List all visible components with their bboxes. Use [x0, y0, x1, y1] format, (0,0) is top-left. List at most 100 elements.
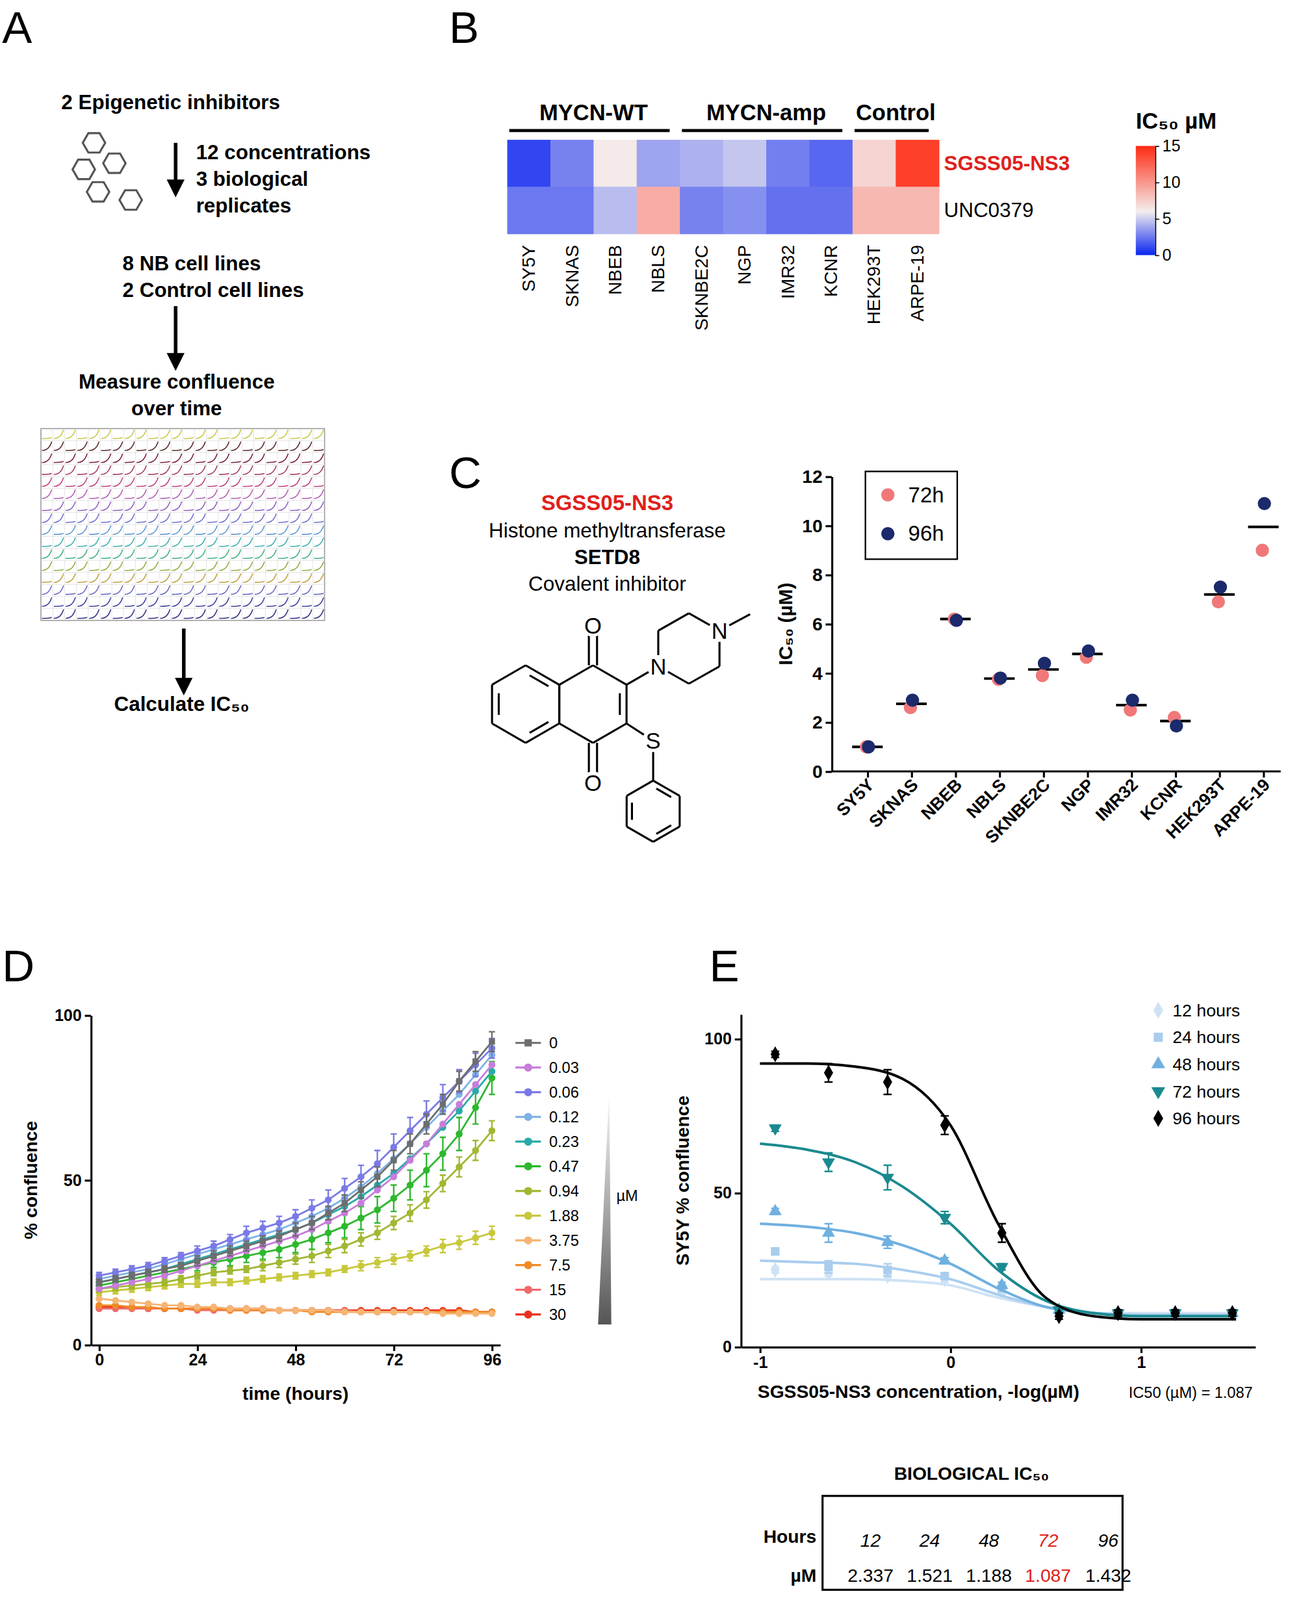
legend-label: 24 hours — [1172, 1027, 1240, 1047]
legend-marker — [523, 1236, 533, 1245]
marker — [95, 1285, 103, 1293]
legend-label: 96h — [908, 521, 945, 546]
tick: SKNAS — [864, 771, 922, 832]
marker — [406, 1308, 414, 1316]
marker — [406, 1140, 414, 1148]
marker — [406, 1156, 414, 1164]
axis: 024681012 — [801, 465, 832, 782]
error-bar — [390, 1254, 397, 1265]
marker — [439, 1180, 447, 1188]
marker — [390, 1255, 398, 1263]
error-bar — [243, 1226, 249, 1240]
legend-label: 72 hours — [1172, 1082, 1240, 1102]
tick-label: 2 — [812, 711, 823, 733]
tick-mark — [911, 771, 914, 778]
marker — [226, 1278, 234, 1287]
dot — [861, 740, 875, 754]
bond — [592, 723, 627, 743]
heatmap-cell — [766, 139, 810, 188]
annotation: IC50 (µM) = 1.087 — [1128, 1384, 1253, 1402]
error-bar — [472, 1051, 479, 1071]
tick-label: SKNBE2C — [981, 774, 1054, 847]
error-bar — [324, 1269, 331, 1276]
marker — [938, 1213, 952, 1226]
bond — [529, 675, 549, 687]
tick-label: 72 — [385, 1350, 404, 1369]
marker — [161, 1257, 169, 1265]
row-label: Hours — [763, 1525, 817, 1547]
marker — [822, 1225, 836, 1237]
marker — [161, 1265, 168, 1272]
table-cell: 12 — [860, 1529, 882, 1551]
error-bar — [374, 1196, 381, 1224]
marker — [423, 1196, 431, 1204]
marker — [439, 1242, 447, 1250]
marker — [488, 1126, 496, 1135]
table-cell: 1.432 — [1085, 1564, 1132, 1586]
thumbnail-trace — [42, 513, 324, 523]
tick-label: 12 — [801, 465, 823, 487]
marker — [341, 1265, 349, 1274]
step-text: 2 Control cell lines — [122, 278, 305, 302]
group-label: Control — [855, 100, 936, 125]
ring — [103, 153, 127, 173]
error-bar — [488, 1061, 495, 1095]
series — [96, 1032, 496, 1287]
series — [759, 1204, 1239, 1318]
marker — [209, 1278, 218, 1287]
legend-marker — [1151, 1087, 1166, 1099]
marker — [111, 1297, 119, 1305]
marker — [226, 1304, 234, 1313]
compound-name: SGSS05-NS3 — [541, 490, 674, 515]
legend-label: 72h — [908, 482, 945, 507]
marker — [275, 1306, 283, 1315]
error-bar — [472, 1140, 479, 1161]
tick: 2 — [812, 711, 832, 733]
bond — [658, 613, 689, 632]
error-bar — [308, 1249, 315, 1263]
marker — [824, 1065, 834, 1081]
error-bar — [390, 1216, 397, 1230]
marker — [357, 1308, 365, 1316]
thumbnail-grid — [40, 439, 325, 441]
marker — [390, 1173, 398, 1181]
marker — [308, 1219, 315, 1226]
bond — [625, 796, 628, 827]
marker — [357, 1308, 365, 1316]
error-bar — [194, 1245, 201, 1256]
bond — [491, 665, 526, 685]
marker — [938, 1252, 952, 1265]
marker — [439, 1101, 446, 1108]
tick-label: 100 — [54, 1006, 82, 1025]
plot-marks — [759, 1046, 1239, 1324]
row-label: UNC0379 — [944, 198, 1034, 222]
marker — [390, 1308, 398, 1316]
legend: 72h 96h — [865, 471, 958, 559]
thumbnail-grid — [40, 547, 325, 549]
step-text: 12 concentrations — [196, 141, 372, 164]
error-bar — [456, 1236, 463, 1250]
tick: NBEB — [916, 771, 966, 824]
table-cell: 1.188 — [965, 1564, 1012, 1586]
marker — [406, 1209, 414, 1217]
error-bar — [276, 1257, 283, 1268]
tick-label: NBEB — [916, 774, 966, 824]
tick-label: 15 — [1162, 136, 1181, 155]
tick-mark — [84, 1015, 91, 1018]
heatmap-cell — [852, 186, 897, 234]
marker — [341, 1308, 349, 1316]
marker — [324, 1269, 333, 1277]
tick-mark — [1219, 771, 1222, 778]
error-bar — [324, 1244, 331, 1258]
column-label: SKNAS — [561, 245, 583, 308]
marker — [324, 1196, 333, 1204]
error-bar — [406, 1251, 413, 1261]
column-label: KCNR — [820, 245, 841, 297]
series — [759, 1247, 1237, 1318]
error-bar — [259, 1236, 266, 1246]
marker — [112, 1275, 119, 1282]
tick-mark — [954, 771, 957, 778]
tick-label: 100 — [704, 1029, 732, 1048]
ring — [87, 181, 110, 202]
marker — [373, 1229, 381, 1237]
